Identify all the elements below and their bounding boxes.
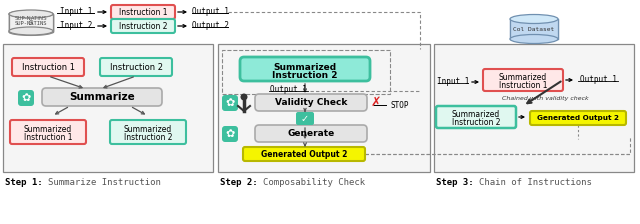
FancyBboxPatch shape bbox=[222, 126, 238, 142]
Text: Output 1: Output 1 bbox=[191, 6, 228, 15]
Ellipse shape bbox=[510, 15, 558, 24]
Ellipse shape bbox=[510, 34, 558, 43]
Text: ✓: ✓ bbox=[301, 114, 309, 123]
Text: Instruction 1: Instruction 1 bbox=[499, 80, 547, 90]
Text: Output 1: Output 1 bbox=[579, 75, 616, 84]
Text: Instruction 2: Instruction 2 bbox=[119, 22, 167, 30]
Text: Instruction 1: Instruction 1 bbox=[24, 133, 72, 142]
Bar bbox=[3, 44, 213, 172]
Text: Col Dataset: Col Dataset bbox=[513, 26, 555, 32]
Bar bbox=[510, 19, 558, 39]
Text: S: S bbox=[29, 20, 33, 26]
FancyBboxPatch shape bbox=[483, 69, 563, 91]
Bar bbox=[9, 14, 53, 31]
Text: Summarized: Summarized bbox=[452, 110, 500, 118]
FancyBboxPatch shape bbox=[111, 19, 175, 33]
Text: Instruction 2: Instruction 2 bbox=[452, 118, 500, 127]
Text: Summarized: Summarized bbox=[273, 62, 337, 71]
Text: Instruction 2: Instruction 2 bbox=[124, 133, 172, 142]
Circle shape bbox=[241, 93, 248, 101]
Text: Summarize: Summarize bbox=[69, 92, 135, 102]
Text: Input 2: Input 2 bbox=[60, 21, 92, 30]
FancyBboxPatch shape bbox=[243, 147, 365, 161]
FancyBboxPatch shape bbox=[436, 106, 516, 128]
Text: Input 1: Input 1 bbox=[60, 6, 92, 15]
Text: Generated Output 2: Generated Output 2 bbox=[537, 115, 619, 121]
FancyBboxPatch shape bbox=[111, 5, 175, 19]
FancyBboxPatch shape bbox=[42, 88, 162, 106]
Text: Instruction 1: Instruction 1 bbox=[22, 62, 74, 71]
Bar bbox=[510, 19, 558, 39]
Text: ✿: ✿ bbox=[225, 98, 235, 108]
FancyBboxPatch shape bbox=[240, 57, 370, 81]
FancyBboxPatch shape bbox=[255, 125, 367, 142]
Text: STOP: STOP bbox=[391, 101, 409, 110]
Text: Step 3:: Step 3: bbox=[436, 177, 474, 187]
Text: Input 1: Input 1 bbox=[437, 77, 469, 86]
Text: Generate: Generate bbox=[287, 129, 335, 138]
Bar bbox=[9, 14, 53, 32]
FancyBboxPatch shape bbox=[10, 120, 86, 144]
Ellipse shape bbox=[9, 10, 53, 18]
Text: Instruction 1: Instruction 1 bbox=[119, 7, 167, 17]
Ellipse shape bbox=[9, 11, 53, 17]
Text: Instruction 2: Instruction 2 bbox=[109, 62, 163, 71]
Bar bbox=[218, 44, 430, 172]
Bar bbox=[9, 14, 53, 32]
Text: Instruction 2: Instruction 2 bbox=[272, 71, 338, 80]
Text: Output 1: Output 1 bbox=[269, 84, 307, 93]
FancyBboxPatch shape bbox=[100, 58, 172, 76]
Text: ✗: ✗ bbox=[371, 95, 381, 108]
FancyBboxPatch shape bbox=[18, 90, 34, 106]
Text: Generated Output 2: Generated Output 2 bbox=[261, 149, 347, 159]
Text: Chained with validity check: Chained with validity check bbox=[502, 95, 588, 101]
Text: Validity Check: Validity Check bbox=[275, 98, 347, 107]
Text: Summarized: Summarized bbox=[499, 73, 547, 82]
FancyBboxPatch shape bbox=[255, 94, 367, 111]
FancyBboxPatch shape bbox=[222, 95, 238, 111]
Ellipse shape bbox=[9, 27, 53, 35]
Text: SUP-NATINS: SUP-NATINS bbox=[15, 21, 47, 26]
Text: Summarized: Summarized bbox=[124, 125, 172, 134]
Text: Output 2: Output 2 bbox=[191, 21, 228, 30]
FancyBboxPatch shape bbox=[530, 111, 626, 125]
Bar bbox=[222, 50, 390, 94]
Text: Summarize Instruction: Summarize Instruction bbox=[48, 177, 161, 187]
Text: Chain of Instructions: Chain of Instructions bbox=[479, 177, 592, 187]
FancyBboxPatch shape bbox=[110, 120, 186, 144]
Text: ✿: ✿ bbox=[225, 129, 235, 139]
Bar bbox=[434, 44, 634, 172]
Ellipse shape bbox=[9, 29, 53, 35]
Bar bbox=[9, 14, 53, 31]
Text: Composability Check: Composability Check bbox=[263, 177, 365, 187]
Text: ✿: ✿ bbox=[21, 93, 31, 103]
FancyBboxPatch shape bbox=[296, 112, 314, 125]
Text: Step 1:: Step 1: bbox=[5, 177, 43, 187]
Text: Summarized: Summarized bbox=[24, 125, 72, 134]
Text: Step 2:: Step 2: bbox=[220, 177, 258, 187]
FancyBboxPatch shape bbox=[12, 58, 84, 76]
Text: SUP-NATINS: SUP-NATINS bbox=[15, 15, 47, 21]
